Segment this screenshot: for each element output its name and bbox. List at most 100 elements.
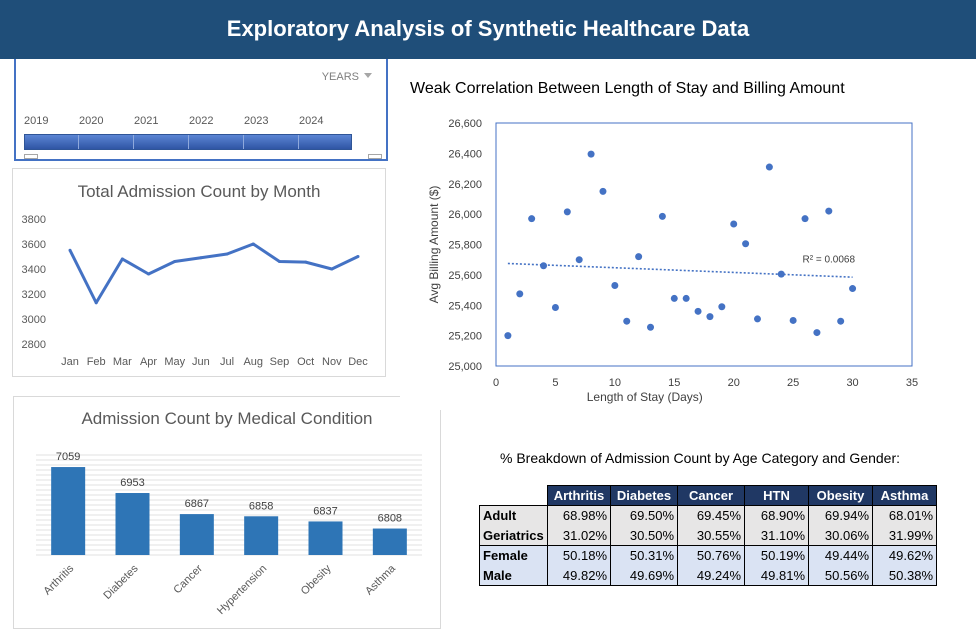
timeline-year[interactable]: 2024 bbox=[299, 115, 324, 127]
y-tick-label: 3600 bbox=[22, 239, 46, 251]
table-row: Adult 68.98% 69.50% 69.45% 68.90% 69.94%… bbox=[479, 505, 937, 526]
column-header: Cancer bbox=[677, 485, 745, 506]
data-point bbox=[575, 256, 583, 264]
x-tick-label: Obesity bbox=[299, 562, 334, 597]
x-tick-label: Nov bbox=[322, 356, 342, 368]
data-point bbox=[801, 215, 809, 223]
timeline-divider bbox=[243, 135, 244, 149]
x-tick-label: Oct bbox=[297, 356, 314, 368]
plot-area bbox=[495, 122, 913, 367]
data-point bbox=[173, 260, 177, 263]
chevron-down-icon bbox=[364, 73, 372, 78]
data-point bbox=[540, 262, 548, 270]
data-label: 6837 bbox=[313, 505, 337, 517]
data-point bbox=[730, 220, 738, 228]
data-point bbox=[849, 285, 857, 293]
timeline-divider bbox=[188, 135, 189, 149]
data-point bbox=[504, 332, 512, 340]
x-tick-label: 35 bbox=[906, 377, 918, 389]
breakdown-table: Arthritis Diabetes Cancer HTN Obesity As… bbox=[479, 485, 937, 586]
data-point bbox=[635, 253, 643, 261]
table-row: Geriatrics 31.02% 30.50% 30.55% 31.10% 3… bbox=[479, 525, 937, 546]
table-cell: 49.81% bbox=[744, 565, 809, 586]
x-tick-label: 0 bbox=[493, 377, 499, 389]
x-tick-label: Mar bbox=[113, 356, 132, 368]
data-label: 6808 bbox=[378, 513, 402, 525]
timeline-year[interactable]: 2021 bbox=[134, 115, 159, 127]
timeline-year[interactable]: 2019 bbox=[24, 115, 49, 127]
data-label: 6858 bbox=[249, 500, 273, 512]
years-timeline-slicer[interactable]: YEARS 2019 2020 2021 2022 2023 2024 bbox=[14, 59, 388, 161]
table-cell: 69.50% bbox=[610, 505, 678, 526]
data-point bbox=[587, 150, 595, 158]
data-point bbox=[765, 163, 773, 171]
table-cell: 69.94% bbox=[808, 505, 873, 526]
table-header-row: Arthritis Diabetes Cancer HTN Obesity As… bbox=[479, 485, 937, 506]
table-row: Female 50.18% 50.31% 50.76% 50.19% 49.44… bbox=[479, 545, 937, 566]
monthly-admissions-chart: Total Admission Count by Month 2800 3000 3… bbox=[12, 168, 386, 377]
timeline-divider bbox=[133, 135, 134, 149]
table-cell: 69.45% bbox=[677, 505, 745, 526]
x-tick-label: Jan bbox=[61, 356, 79, 368]
x-tick-label: Hypertension bbox=[215, 563, 269, 617]
data-point bbox=[670, 294, 678, 302]
x-tick-label: Diabetes bbox=[101, 562, 141, 602]
data-point bbox=[623, 317, 631, 325]
condition-admissions-chart: Admission Count by Medical Condition 705… bbox=[13, 396, 441, 629]
y-tick-label: 25,400 bbox=[448, 300, 482, 312]
table-cell: 50.18% bbox=[547, 545, 611, 566]
bar bbox=[51, 467, 86, 555]
timeline-selection-bar[interactable] bbox=[24, 134, 352, 150]
x-tick-label: May bbox=[164, 356, 185, 368]
data-point bbox=[837, 317, 845, 325]
data-point bbox=[777, 270, 785, 278]
bar bbox=[308, 521, 343, 555]
data-point bbox=[528, 215, 536, 223]
data-label: 7059 bbox=[56, 451, 80, 463]
y-tick-label: 26,200 bbox=[448, 179, 482, 191]
table-cell: 49.62% bbox=[872, 545, 937, 566]
breakdown-title: % Breakdown of Admission Count by Age Ca… bbox=[500, 450, 901, 466]
table-cell: 50.19% bbox=[744, 545, 809, 566]
x-tick-label: 30 bbox=[846, 377, 858, 389]
column-header: Obesity bbox=[808, 485, 873, 506]
y-tick-label: 3400 bbox=[22, 264, 46, 276]
x-tick-label: 20 bbox=[728, 377, 740, 389]
table-corner bbox=[479, 485, 548, 506]
timeline-start-handle[interactable] bbox=[24, 154, 38, 159]
condition-admissions-svg: Admission Count by Medical Condition 705… bbox=[36, 409, 422, 617]
y-tick-label: 3800 bbox=[22, 214, 46, 226]
x-tick-label: Dec bbox=[348, 356, 368, 368]
chart-title: Admission Count by Medical Condition bbox=[81, 409, 372, 428]
timeline-year[interactable]: 2023 bbox=[244, 115, 269, 127]
table-cell: 50.31% bbox=[610, 545, 678, 566]
data-point bbox=[199, 256, 203, 260]
x-tick-label: Aug bbox=[243, 356, 263, 368]
data-point bbox=[813, 329, 821, 337]
y-axis-label: Avg Billing Amount ($) bbox=[427, 186, 441, 304]
row-label: Female bbox=[479, 545, 548, 566]
x-tick-label: Asthma bbox=[363, 562, 398, 597]
table-cell: 30.55% bbox=[677, 525, 745, 546]
r-squared-label: R² = 0.0068 bbox=[803, 255, 856, 266]
data-point bbox=[94, 301, 98, 305]
timeline-year[interactable]: 2022 bbox=[189, 115, 214, 127]
y-tick-label: 25,200 bbox=[448, 331, 482, 343]
x-tick-label: 25 bbox=[787, 377, 799, 389]
table-cell: 30.50% bbox=[610, 525, 678, 546]
data-point bbox=[682, 294, 690, 302]
chart-title: Total Admission Count by Month bbox=[78, 182, 321, 201]
data-point bbox=[551, 304, 559, 312]
timeline-end-handle[interactable] bbox=[368, 154, 382, 159]
y-tick-label: 25,600 bbox=[448, 270, 482, 282]
dashboard-title: Exploratory Analysis of Synthetic Health… bbox=[0, 0, 976, 59]
table-cell: 30.06% bbox=[808, 525, 873, 546]
data-point bbox=[718, 303, 726, 311]
table-row: Male 49.82% 49.69% 49.24% 49.81% 50.56% … bbox=[479, 565, 937, 586]
timeline-year-labels: 2019 2020 2021 2022 2023 2024 bbox=[22, 115, 362, 129]
x-tick-label: 5 bbox=[552, 377, 558, 389]
timeline-level-dropdown[interactable]: YEARS bbox=[322, 71, 372, 83]
table-cell: 68.01% bbox=[872, 505, 937, 526]
x-tick-label: Arthritis bbox=[41, 562, 76, 597]
timeline-year[interactable]: 2020 bbox=[79, 115, 104, 127]
